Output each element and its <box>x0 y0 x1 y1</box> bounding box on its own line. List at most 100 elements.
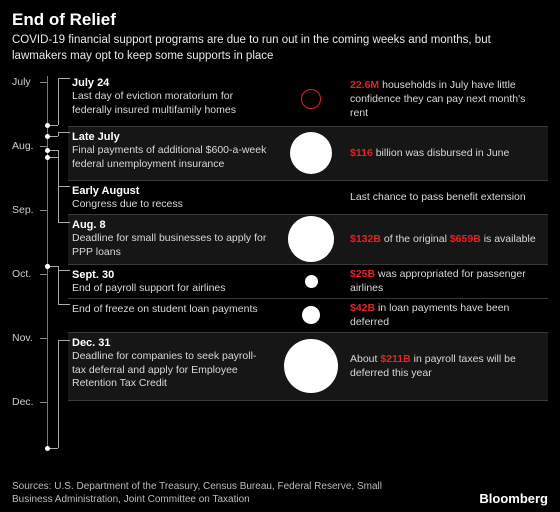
event-desc: Congress due to recess <box>72 198 270 212</box>
connector-seg <box>58 78 70 79</box>
month-tick <box>40 82 47 83</box>
connector-dot <box>45 134 50 139</box>
month-tick <box>40 338 47 339</box>
event-date: Early August <box>72 185 270 197</box>
value-bubble <box>305 275 318 288</box>
footer: Sources: U.S. Department of the Treasury… <box>12 480 548 506</box>
row-separator <box>68 264 548 265</box>
timeline-chart: July Aug. Sep. Oct. Nov. Dec. July 24Last day… <box>12 72 548 462</box>
event-row: Aug. 8Deadline for small businesses to a… <box>68 214 548 264</box>
event-left-cell: Aug. 8Deadline for small businesses to a… <box>68 214 278 264</box>
event-rows: July 24Last day of eviction moratorium f… <box>68 72 548 462</box>
event-row: End of freeze on student loan payments $4… <box>68 298 548 332</box>
connector-seg <box>58 340 59 448</box>
annotation-cell: 22.6M households in July have little con… <box>344 72 548 126</box>
row-separator <box>68 126 548 127</box>
connector-dot <box>45 264 50 269</box>
event-row: July 24Last day of eviction moratorium f… <box>68 72 548 126</box>
connector-seg <box>58 186 70 187</box>
connector-dot <box>45 123 50 128</box>
month-label: Nov. <box>12 332 40 344</box>
annotation-text: Last chance to pass benefit extension <box>350 190 526 204</box>
event-desc: End of freeze on student loan payments <box>72 303 270 317</box>
value-bubble <box>290 132 332 174</box>
month-tick <box>40 274 47 275</box>
annotation-cell: $42B in loan payments have been deferred <box>344 298 548 332</box>
bubble-cell <box>278 264 344 298</box>
chart-title: End of Relief <box>12 10 548 30</box>
connector-seg <box>58 340 70 341</box>
event-desc: Deadline for small businesses to apply f… <box>72 232 270 259</box>
infographic-container: End of Relief COVID-19 financial support… <box>0 0 560 512</box>
month-label-row: Nov. <box>12 332 54 344</box>
event-date: July 24 <box>72 77 270 89</box>
event-row: Late JulyFinal payments of additional $6… <box>68 126 548 180</box>
event-left-cell: End of freeze on student loan payments <box>68 298 278 332</box>
month-tick <box>40 210 47 211</box>
month-label: July <box>12 76 40 88</box>
bubble-cell <box>278 214 344 264</box>
annotation-text: About $211B in payroll taxes will be def… <box>350 352 542 380</box>
event-row: Sept. 30End of payroll support for airli… <box>68 264 548 298</box>
annotation-text: $25B was appropriated for passenger airl… <box>350 267 542 295</box>
month-label: Sep. <box>12 204 40 216</box>
event-left-cell: Dec. 31Deadline for companies to seek pa… <box>68 332 278 400</box>
event-left-cell: Sept. 30End of payroll support for airli… <box>68 264 278 298</box>
annotation-cell: $25B was appropriated for passenger airl… <box>344 264 548 298</box>
annotation-cell: Last chance to pass benefit extension <box>344 180 548 214</box>
month-label-row: Dec. <box>12 396 54 408</box>
value-bubble <box>301 89 321 109</box>
timeline-vline <box>47 76 48 448</box>
connector-seg <box>58 157 59 222</box>
annotation-text: $132B of the original $659B is available <box>350 232 536 246</box>
row-separator <box>68 298 548 299</box>
event-date: Dec. 31 <box>72 337 270 349</box>
brand-logo: Bloomberg <box>479 491 548 506</box>
bubble-cell <box>278 72 344 126</box>
event-left-cell: Late JulyFinal payments of additional $6… <box>68 126 278 180</box>
connector-seg <box>58 266 59 304</box>
month-label-row: July <box>12 76 54 88</box>
month-tick <box>40 402 47 403</box>
value-bubble <box>302 306 320 324</box>
connector-dot <box>45 155 50 160</box>
connector-seg <box>58 132 70 133</box>
event-desc: Deadline for companies to seek payroll-t… <box>72 350 270 391</box>
event-date: Aug. 8 <box>72 219 270 231</box>
annotation-text: $116 billion was disbursed in June <box>350 146 509 160</box>
month-tick <box>40 146 47 147</box>
row-separator <box>68 332 548 333</box>
annotation-text: $42B in loan payments have been deferred <box>350 301 542 329</box>
month-label: Oct. <box>12 268 40 280</box>
row-separator <box>68 214 548 215</box>
event-desc: Last day of eviction moratorium for fede… <box>72 90 270 117</box>
row-separator <box>68 180 548 181</box>
connector-seg <box>58 304 70 305</box>
event-date: Sept. 30 <box>72 269 270 281</box>
row-separator <box>68 400 548 401</box>
annotation-cell: About $211B in payroll taxes will be def… <box>344 332 548 400</box>
month-label: Aug. <box>12 140 40 152</box>
annotation-cell: $132B of the original $659B is available <box>344 214 548 264</box>
bubble-cell <box>278 298 344 332</box>
sources-text: Sources: U.S. Department of the Treasury… <box>12 480 412 506</box>
month-label-row: Oct. <box>12 268 54 280</box>
connector-dot <box>45 148 50 153</box>
value-bubble <box>284 339 338 393</box>
event-left-cell: July 24Last day of eviction moratorium f… <box>68 72 278 126</box>
event-row: Dec. 31Deadline for companies to seek pa… <box>68 332 548 400</box>
event-date: Late July <box>72 131 270 143</box>
event-desc: Final payments of additional $600-a-week… <box>72 144 270 171</box>
month-label: Dec. <box>12 396 40 408</box>
event-desc: End of payroll support for airlines <box>72 282 270 296</box>
connector-seg <box>58 222 70 223</box>
annotation-text: 22.6M households in July have little con… <box>350 78 542 121</box>
event-row: Early AugustCongress due to recess Last c… <box>68 180 548 214</box>
chart-subtitle: COVID-19 financial support programs are … <box>12 33 532 64</box>
event-left-cell: Early AugustCongress due to recess <box>68 180 278 214</box>
bubble-cell <box>278 126 344 180</box>
connector-dot <box>45 446 50 451</box>
bubble-cell <box>278 332 344 400</box>
bubble-cell <box>278 180 344 214</box>
month-label-row: Sep. <box>12 204 54 216</box>
